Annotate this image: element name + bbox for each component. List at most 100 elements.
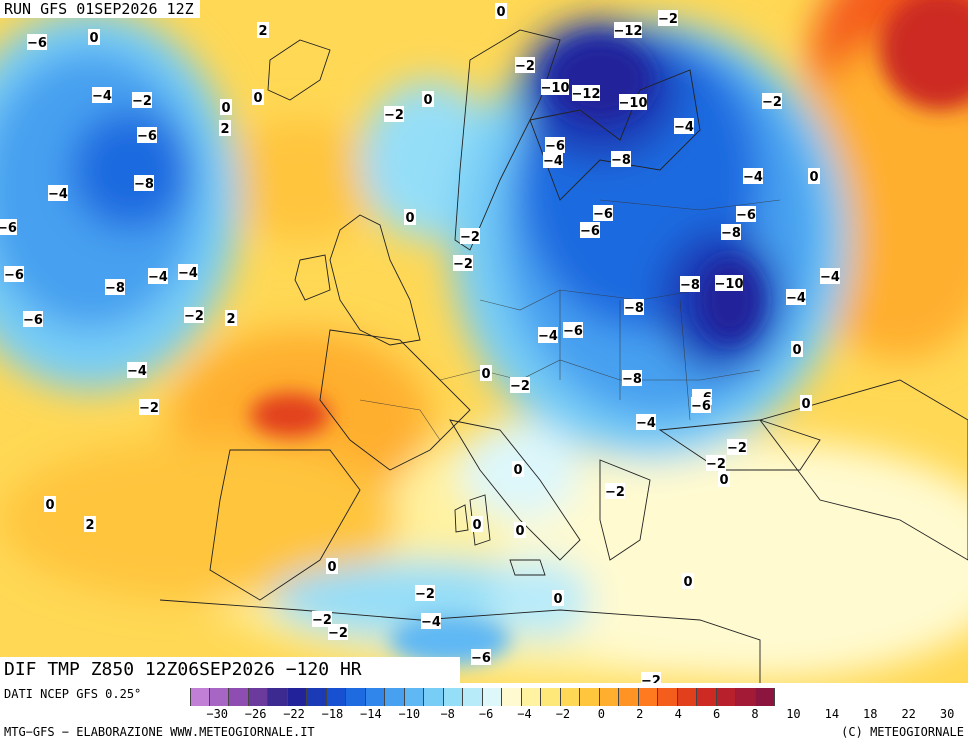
temperature-anomaly-map: −6−4 −2−6−8−4−6−8−6−4 −4−2−6−4−20020220−20…: [0, 0, 968, 683]
map-value-label: −6: [0, 221, 17, 236]
map-value-label: −8: [134, 177, 154, 192]
map-value-label: −10: [541, 81, 570, 96]
map-label-box: [495, 3, 507, 19]
map-label-box: [706, 455, 726, 471]
colorbar-swatch: [443, 688, 463, 706]
colorbar-tick-label: 8: [751, 707, 759, 721]
map-value-label: −8: [611, 153, 631, 168]
map-value-label: −4: [148, 270, 168, 285]
map-value-label: −2: [460, 230, 480, 245]
colorbar-tick-label: −18: [321, 707, 344, 721]
map-value-label: −6: [593, 207, 613, 222]
isotherm-value-labels: −6−4 −2−6−8−4−6−8−6−4 −4−2−6−4−20020220−20…: [0, 3, 840, 683]
map-label-box: [132, 92, 152, 108]
map-label-box: [674, 118, 694, 134]
colorbar-tick-label: 18: [863, 707, 878, 721]
map-label-box: [563, 322, 583, 338]
map-value-label: −2: [184, 309, 204, 324]
map-value-label: 0: [683, 575, 692, 590]
colorbar-swatch: [385, 688, 405, 706]
map-label-box: [421, 613, 441, 629]
map-label-box: [572, 85, 600, 101]
map-value-label: −2: [762, 95, 782, 110]
map-value-label: 0: [801, 397, 810, 412]
map-value-label: 0: [472, 518, 481, 533]
map-label-box: [105, 279, 125, 295]
map-value-label: −2: [139, 401, 159, 416]
map-value-label: 0: [89, 31, 98, 46]
map-label-box: [139, 399, 159, 415]
map-label-box: [727, 439, 747, 455]
map-label-box: [471, 649, 491, 665]
data-source-label: DATI NCEP GFS 0.25°: [4, 687, 142, 701]
colorbar-swatch: [677, 688, 697, 706]
map-value-label: 0: [719, 473, 728, 488]
map-label-box: [514, 522, 526, 538]
colorbar-swatch: [619, 688, 639, 706]
colorbar-tick-label: −22: [283, 707, 305, 721]
map-label-box: [92, 87, 112, 103]
map-label-box: [515, 57, 535, 73]
map-label-box: [593, 205, 613, 221]
map-value-label: −2: [132, 94, 152, 109]
map-label-box: [762, 93, 782, 109]
map-label-box: [538, 327, 558, 343]
map-label-box: [721, 224, 741, 240]
map-label-box: [682, 573, 694, 589]
map-value-label: −6: [23, 313, 43, 328]
run-label: RUN GFS 01SEP2026 12Z: [0, 0, 200, 18]
colorbar-swatch: [736, 688, 756, 706]
colorbar-swatch: [229, 688, 249, 706]
map-label-box: [0, 219, 17, 235]
map-value-label: 0: [45, 498, 54, 513]
colorbar-swatch: [755, 688, 775, 706]
map-value-label: −2: [328, 626, 348, 641]
colorbar-swatch: [190, 688, 210, 706]
map-value-label: −2: [641, 674, 661, 683]
map-label-box: [614, 22, 642, 38]
map-value-label: −8: [622, 372, 642, 387]
map-label-box: [641, 672, 661, 683]
map-label-box: [148, 268, 168, 284]
map-value-label: −6: [580, 224, 600, 239]
map-value-label: 2: [85, 518, 94, 533]
map-value-label: −4: [538, 329, 558, 344]
colorbar: [190, 688, 775, 706]
map-value-label: 0: [513, 463, 522, 478]
colorbar-tick-label: −10: [398, 707, 421, 721]
map-label-box: [453, 255, 473, 271]
colorbar-swatch: [326, 688, 346, 706]
map-label-box: [680, 276, 700, 292]
map-label-box: [44, 496, 56, 512]
map-value-label: −6: [471, 651, 491, 666]
map-label-box: [225, 310, 237, 326]
colorbar-swatch: [482, 688, 502, 706]
map-value-label: −2: [515, 59, 535, 74]
map-value-label: −10: [619, 96, 648, 111]
colorbar-tick-label: −4: [517, 707, 532, 721]
colorbar-swatch: [521, 688, 541, 706]
map-value-label: 0: [423, 93, 432, 108]
map-label-box: [480, 365, 492, 381]
map-value-label: −6: [691, 399, 711, 414]
map-label-box: [257, 22, 269, 38]
map-value-label: 2: [220, 122, 229, 137]
colorbar-swatch: [502, 688, 522, 706]
colorbar-tick-label: −26: [244, 707, 267, 721]
colorbar-swatch: [463, 688, 483, 706]
map-label-box: [48, 185, 68, 201]
colorbar-swatch: [658, 688, 678, 706]
colorbar-swatch: [307, 688, 327, 706]
map-value-label: −6: [563, 324, 583, 339]
colorbar-tick-label: 30: [939, 707, 955, 721]
colorbar-swatch: [580, 688, 600, 706]
map-label-box: [88, 29, 100, 45]
colorbar-tick-label: −30: [206, 707, 229, 721]
map-label-box: [820, 268, 840, 284]
map-label-box: [512, 461, 524, 477]
map-label-box: [84, 516, 96, 532]
map-label-box: [605, 483, 625, 499]
colorbar-swatch: [346, 688, 366, 706]
map-value-label: 2: [226, 312, 235, 327]
map-value-label: −4: [92, 89, 112, 104]
